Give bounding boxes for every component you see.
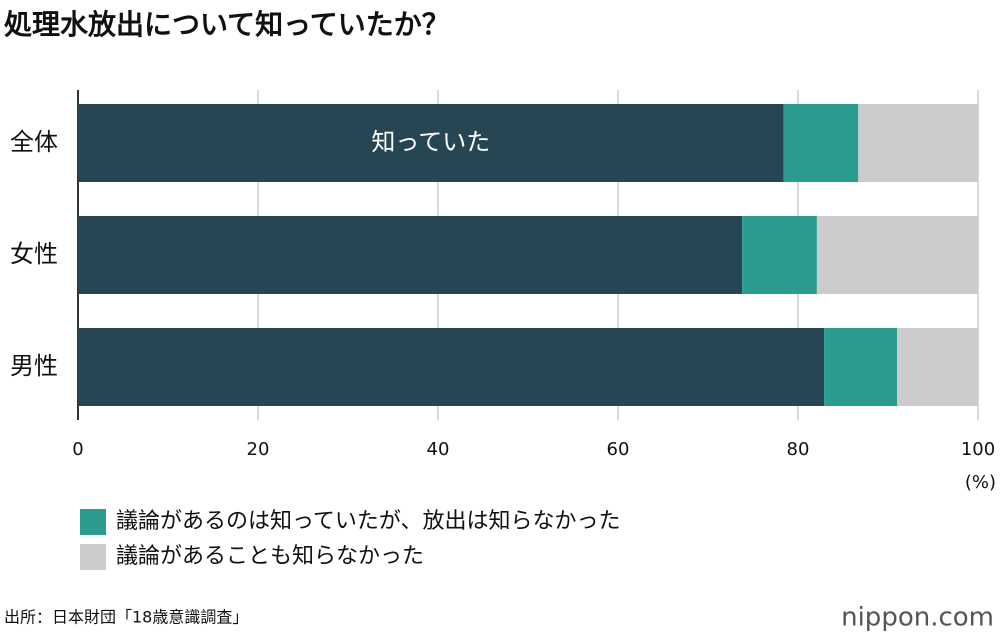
x-tick-label: 60 <box>607 439 630 460</box>
x-tick-label: 20 <box>247 439 270 460</box>
x-tick-label: 80 <box>787 439 810 460</box>
bar-segment <box>78 104 784 182</box>
y-tick-label: 女性 <box>10 240 58 268</box>
bar-segment <box>824 328 897 406</box>
brand: nippon.com <box>841 603 994 633</box>
legend-swatch <box>80 509 106 535</box>
bar-segment <box>78 216 743 294</box>
x-tick-label: 40 <box>427 439 450 460</box>
chart-title: 処理水放出について知っていたか？ <box>4 8 450 41</box>
bar-label: 知っていた <box>371 128 490 156</box>
y-tick-label: 全体 <box>10 128 58 156</box>
bar-segment <box>897 328 978 406</box>
x-tick-label: 100 <box>961 439 995 460</box>
x-tick-label: 0 <box>72 439 83 460</box>
bar-segment <box>78 328 825 406</box>
legend-label: 議論があるのは知っていたが、放出は知らなかった <box>116 509 620 534</box>
legend-label: 議論があることも知らなかった <box>116 544 424 569</box>
y-tick-label: 男性 <box>10 352 58 380</box>
legend-swatch <box>80 544 106 570</box>
source: 出所：日本財団「18歳意識調査」 <box>4 608 248 627</box>
bar-segment <box>742 216 817 294</box>
x-unit: (%) <box>965 472 996 493</box>
bar-segment <box>816 216 978 294</box>
bar-segment <box>858 104 978 182</box>
bar-segment <box>783 104 859 182</box>
